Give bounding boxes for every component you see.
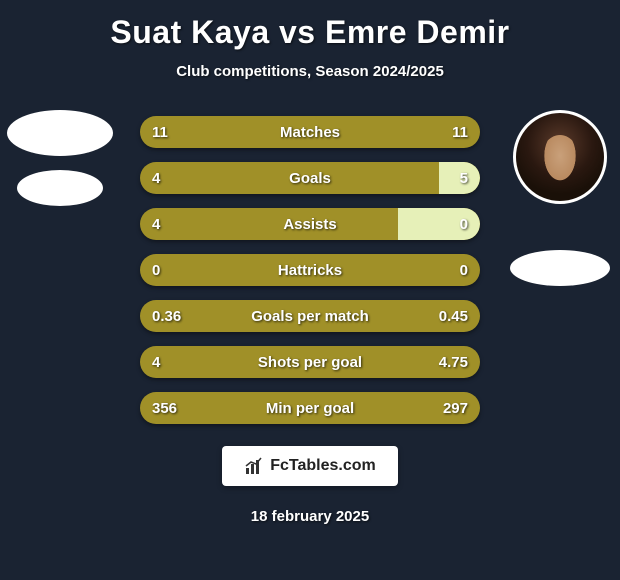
stat-row: 4 0 Assists <box>140 208 480 240</box>
stat-right-value: 11 <box>452 124 468 141</box>
player-left-logo-placeholder <box>17 170 103 206</box>
stat-right-value: 4.75 <box>439 354 468 371</box>
stat-label: Min per goal <box>266 400 354 417</box>
footer-brand-text: FcTables.com <box>270 457 376 475</box>
stats-bars: 11 11 Matches 4 5 Goals 4 0 Assists 0 0 Hattricks 0.… <box>140 116 480 424</box>
stat-left-value: 4 <box>152 170 160 187</box>
stat-label: Goals per match <box>251 308 369 325</box>
stat-left-value: 0.36 <box>152 308 181 325</box>
footer-date: 18 february 2025 <box>251 508 369 525</box>
stat-right-value: 297 <box>443 400 468 417</box>
player-right-avatar <box>513 110 607 204</box>
stat-row: 356 297 Min per goal <box>140 392 480 424</box>
stat-left-value: 4 <box>152 354 160 371</box>
stat-row: 11 11 Matches <box>140 116 480 148</box>
stat-row: 4 5 Goals <box>140 162 480 194</box>
stat-right-value: 5 <box>460 170 468 187</box>
stat-label: Hattricks <box>278 262 342 279</box>
stat-row: 0.36 0.45 Goals per match <box>140 300 480 332</box>
player-right-column <box>500 110 620 286</box>
stat-left-value: 0 <box>152 262 160 279</box>
stat-row: 4 4.75 Shots per goal <box>140 346 480 378</box>
stat-row: 0 0 Hattricks <box>140 254 480 286</box>
stat-label: Shots per goal <box>258 354 362 371</box>
stat-right-value: 0 <box>460 216 468 233</box>
stat-left-value: 4 <box>152 216 160 233</box>
footer-brand-box[interactable]: FcTables.com <box>222 446 398 486</box>
brand-chart-icon <box>244 456 264 476</box>
stat-right-value: 0.45 <box>439 308 468 325</box>
stat-label: Goals <box>289 170 331 187</box>
player-left-column <box>0 110 120 206</box>
stat-label: Assists <box>283 216 336 233</box>
player-left-avatar-placeholder <box>7 110 113 156</box>
stat-left-value: 356 <box>152 400 177 417</box>
stat-right-value: 0 <box>460 262 468 279</box>
player-right-logo-placeholder <box>510 250 610 286</box>
page-subtitle: Club competitions, Season 2024/2025 <box>176 63 444 80</box>
comparison-card: Suat Kaya vs Emre Demir Club competition… <box>0 0 620 580</box>
page-title: Suat Kaya vs Emre Demir <box>110 14 509 51</box>
stat-left-value: 11 <box>152 124 168 141</box>
stat-label: Matches <box>280 124 340 141</box>
